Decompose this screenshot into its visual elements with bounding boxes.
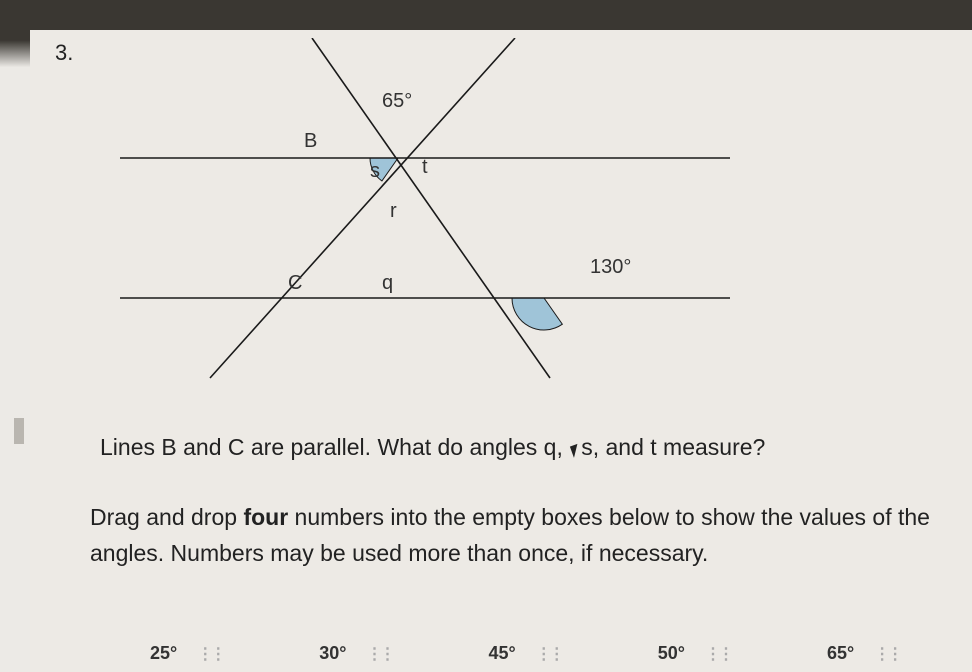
choice-25[interactable]: 25° ⋮⋮ [150,643,223,664]
instr-part1: Drag and drop [90,504,243,530]
instr-bold: four [243,504,288,530]
choice-label: 45° [488,643,515,664]
diagram-svg [120,38,730,398]
angle-130: 130° [590,256,631,279]
label-b: B [304,130,317,153]
question-text: Lines B and C are parallel. What do angl… [100,430,942,465]
question-part2: s, and t measure? [581,434,765,460]
drag-grip-icon: ⋮⋮ [705,644,731,664]
answer-choices: 25°⋮⋮30°⋮⋮45°⋮⋮50°⋮⋮65°⋮⋮75° [150,643,972,664]
choice-label: 65° [827,643,854,664]
label-r: r [390,200,397,223]
instr-part3: angles. Numbers may be used more than on… [90,540,708,566]
drag-grip-icon: ⋮⋮ [874,644,900,664]
label-q: q [382,272,393,295]
question-part1: Lines B and C are parallel. What do angl… [100,434,569,460]
question-number: 3. [55,40,73,66]
angle-65: 65° [382,90,412,113]
choice-label: 50° [658,643,685,664]
drag-grip-icon: ⋮⋮ [366,644,392,664]
margin-mark [14,418,24,444]
cursor-icon [570,444,582,458]
choice-label: 25° [150,643,177,664]
choice-45[interactable]: 45° ⋮⋮ [488,643,561,664]
choice-50[interactable]: 50° ⋮⋮ [658,643,731,664]
drag-grip-icon: ⋮⋮ [536,644,562,664]
label-c: C [288,272,302,295]
choice-label: 30° [319,643,346,664]
label-s: s [370,160,380,183]
drag-grip-icon: ⋮⋮ [197,644,223,664]
instr-part2: numbers into the empty boxes below to sh… [288,504,930,530]
geometry-diagram: B s t r C q 65° 130° [120,38,730,398]
label-t: t [422,156,428,179]
choice-65[interactable]: 65° ⋮⋮ [827,643,900,664]
page-root: 3. B s t r C q 65° 130° Lines B and C ar… [0,0,972,672]
instructions: Drag and drop four numbers into the empt… [90,500,952,571]
choice-30[interactable]: 30° ⋮⋮ [319,643,392,664]
